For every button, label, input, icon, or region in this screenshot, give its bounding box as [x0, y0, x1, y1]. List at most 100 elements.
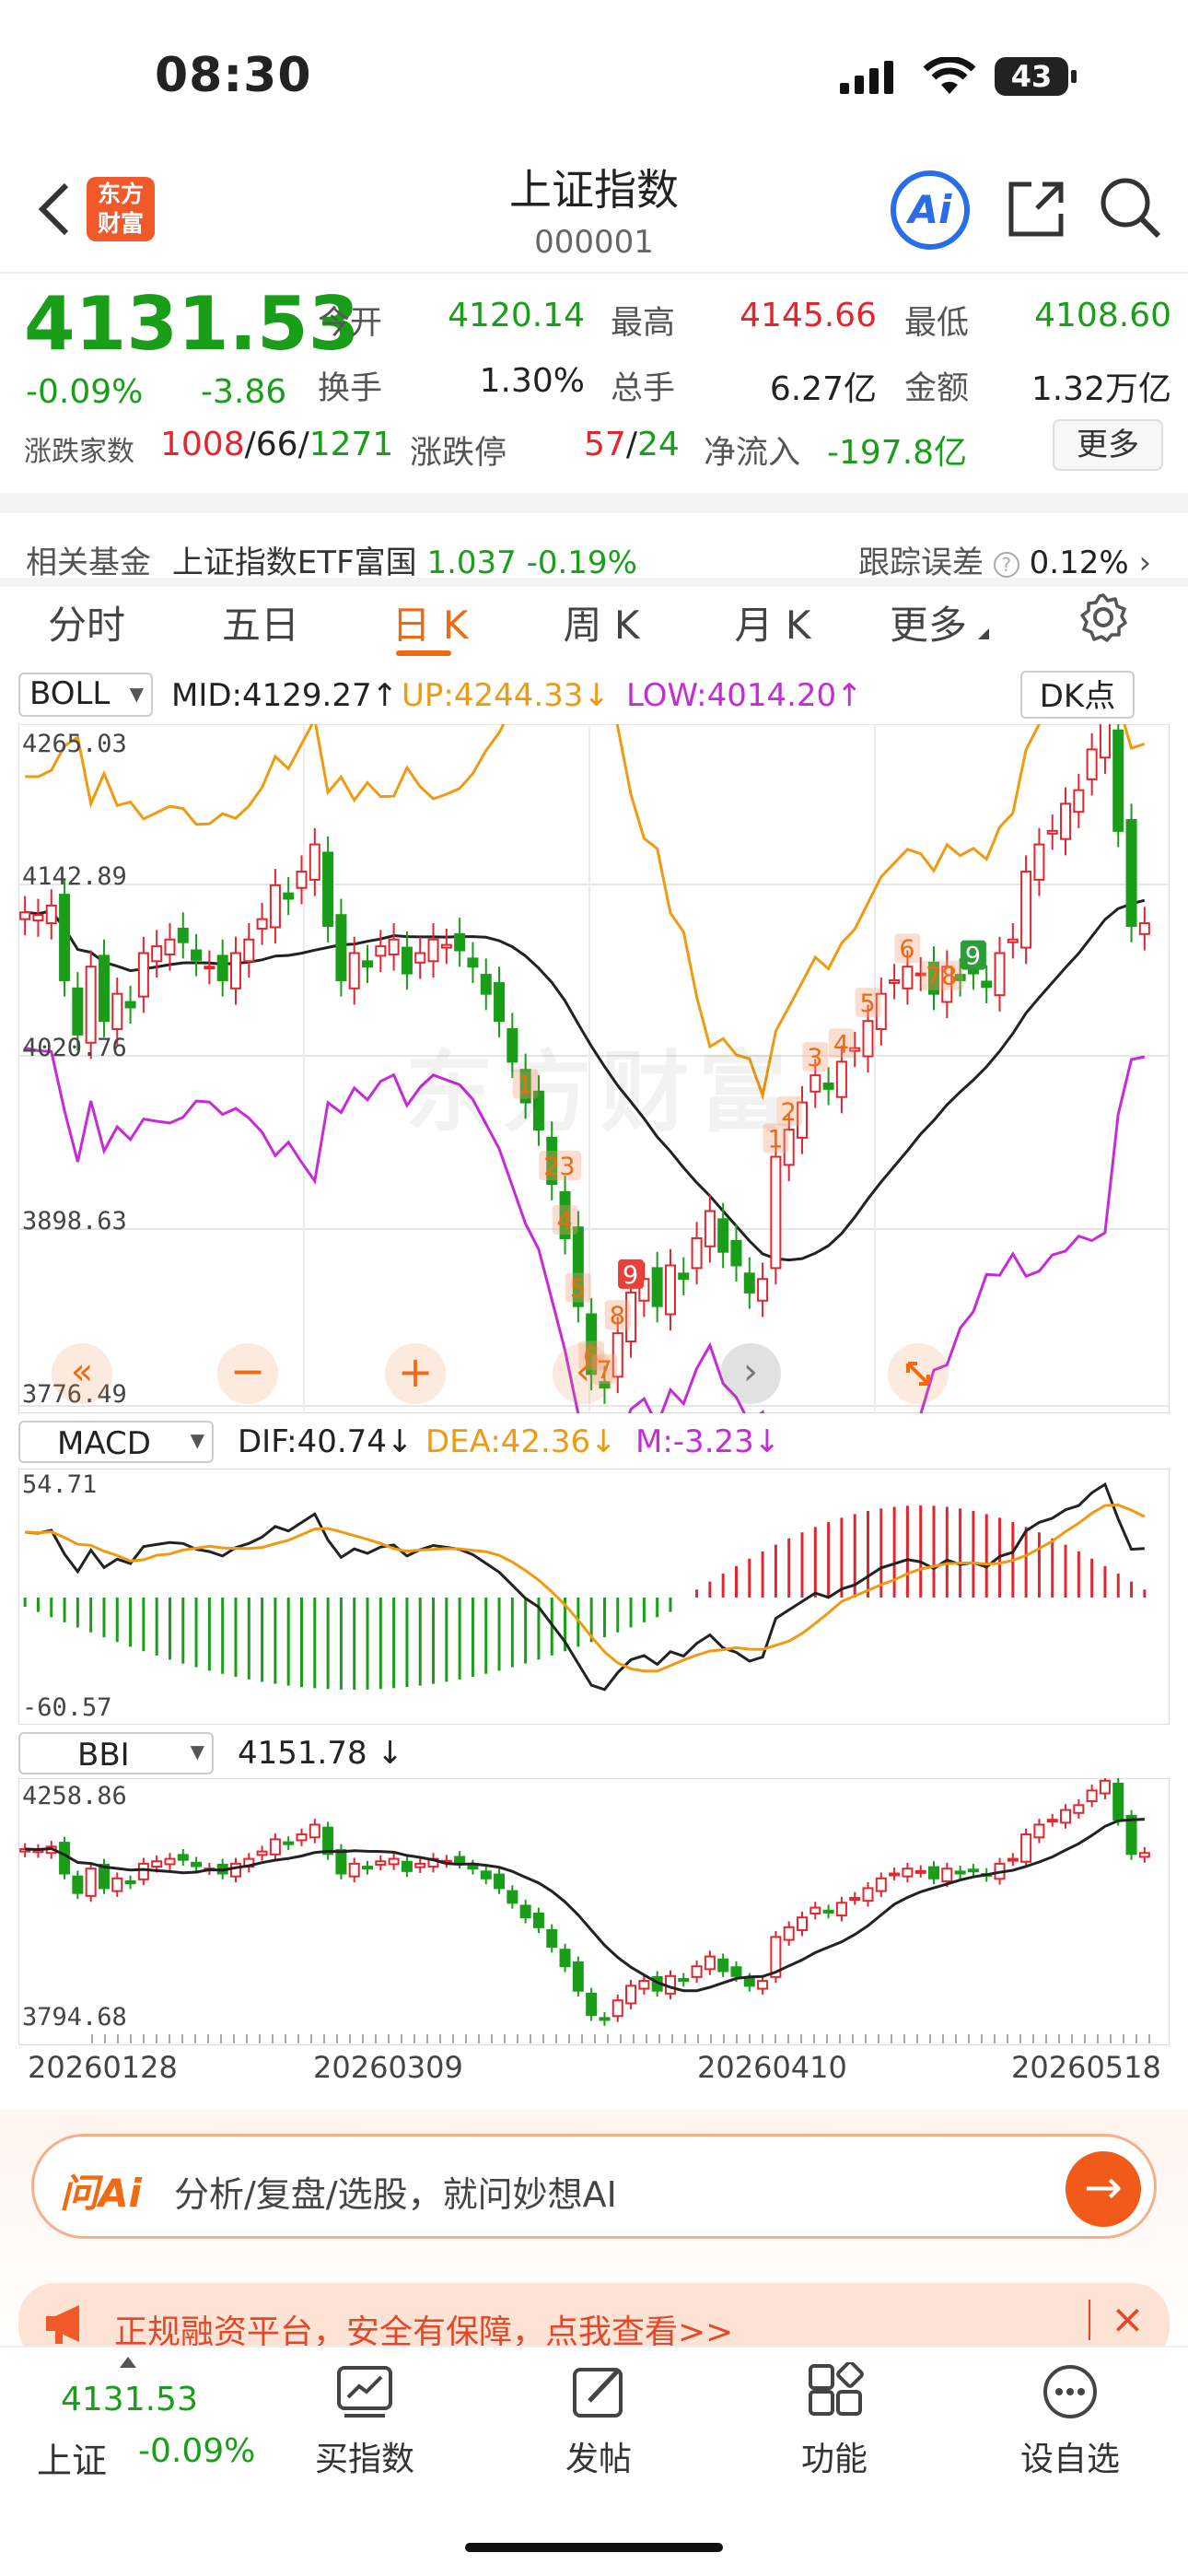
sequence-marker-label: 4	[557, 1207, 573, 1235]
bbi-chart[interactable]	[17, 1774, 1171, 2046]
tab-monthly-k[interactable]: 月 K	[734, 603, 811, 648]
wifi-icon	[921, 55, 978, 101]
fullscreen-button[interactable]	[888, 1343, 949, 1404]
candle-down	[191, 949, 203, 961]
chevron-right-icon: ›	[1138, 544, 1152, 581]
candle-up	[85, 966, 97, 1044]
candle-up	[414, 1862, 426, 1868]
share-icon[interactable]	[1004, 177, 1068, 245]
candle-up	[835, 1060, 847, 1098]
candle-up	[704, 1210, 716, 1247]
related-fund-row[interactable]: 相关基金 上证指数ETF富国 1.037 -0.19%	[26, 537, 637, 582]
zoom-in-button[interactable]: +	[385, 1343, 446, 1404]
candle-up	[427, 938, 439, 963]
candle-down	[283, 892, 295, 900]
indicator-select-bbi[interactable]: BBI ▼	[18, 1732, 214, 1774]
macd-y-min: -60.57	[22, 1693, 112, 1722]
candle-down	[335, 1849, 347, 1875]
macd-dea-value: DEA:42.36	[425, 1423, 591, 1460]
netflow-value: -197.8亿	[827, 434, 968, 472]
nav-index-name[interactable]: 上证	[37, 2441, 108, 2481]
candle-up	[902, 966, 914, 989]
buy-index-icon[interactable]	[335, 2364, 394, 2423]
candle-up	[691, 1965, 703, 1978]
tab-weekly-k[interactable]: 周 K	[563, 603, 640, 648]
scroll-right-button[interactable]: ›	[720, 1343, 781, 1404]
app-logo: 东方 财富	[87, 177, 155, 241]
candle-up	[770, 1936, 782, 1978]
candle-up	[375, 945, 387, 957]
tab-daily-k[interactable]: 日 K	[391, 603, 469, 648]
zoom-out-button[interactable]: −	[217, 1343, 278, 1404]
macd-chart[interactable]	[17, 1468, 1171, 1726]
nav-post[interactable]: 发帖	[565, 2441, 632, 2478]
ai-button[interactable]: Ai	[891, 170, 970, 250]
candle-down	[743, 1272, 755, 1294]
nav-features[interactable]: 功能	[800, 2441, 868, 2478]
features-icon[interactable]	[807, 2360, 864, 2423]
back-icon[interactable]	[35, 180, 72, 242]
macd-chart-canvas[interactable]	[17, 1468, 1171, 1726]
close-icon[interactable]: ×	[1111, 2296, 1145, 2343]
bbi-chart-canvas[interactable]	[17, 1774, 1171, 2046]
ai-send-button[interactable]: →	[1066, 2151, 1141, 2227]
candle-up	[164, 938, 176, 955]
boll-up: UP:4244.33↓	[402, 677, 610, 714]
nav-index-change[interactable]: -0.09%	[138, 2432, 256, 2470]
candle-down	[507, 1890, 518, 1904]
caret-down-icon	[978, 628, 989, 639]
candle-down	[730, 1239, 742, 1267]
candle-down	[59, 894, 71, 981]
candle-up	[1007, 938, 1019, 943]
candle-down	[494, 1873, 506, 1890]
post-icon[interactable]	[571, 2364, 628, 2423]
tab-five-day[interactable]: 五日	[221, 603, 299, 648]
indicator-name: BOLL	[29, 675, 111, 712]
tracking-error[interactable]: 跟踪误差 ? 0.12% ›	[858, 537, 1151, 582]
sequence-marker-bg	[512, 1069, 539, 1099]
candle-up	[414, 952, 426, 964]
candle-down	[283, 1841, 295, 1845]
main-chart[interactable]: 1 23 4 5 6 7 8 9 1 2 3 4 5 6 78 9	[17, 602, 1171, 1551]
more-button[interactable]: 更多	[1053, 419, 1163, 471]
scroll-left-button[interactable]: ‹	[553, 1343, 613, 1404]
nav-add-watchlist[interactable]: 设自选	[1019, 2441, 1120, 2478]
candle-up	[638, 1980, 650, 1990]
sequence-marker-label: 2	[781, 1098, 797, 1127]
candle-up	[256, 918, 268, 930]
indicator-select-macd[interactable]: MACD ▼	[18, 1421, 214, 1463]
scroll-left-fast-button[interactable]: «	[52, 1343, 112, 1404]
candle-down	[401, 1860, 413, 1872]
candle-up	[348, 952, 360, 989]
settings-gear-icon[interactable]	[1077, 591, 1129, 647]
sequence-marker-label: 1	[518, 1071, 533, 1100]
candle-down	[678, 1977, 690, 1983]
candle-down	[98, 954, 110, 1023]
add-watchlist-icon[interactable]	[1041, 2362, 1100, 2425]
candle-up	[1060, 802, 1072, 840]
nav-index-price[interactable]: 4131.53	[61, 2381, 198, 2418]
candle-up	[19, 911, 31, 920]
nav-buy-index[interactable]: 买指数	[314, 2441, 414, 2478]
search-icon[interactable]	[1098, 175, 1164, 245]
ai-ask-bar[interactable]: 问Ai 分析/复盘/选股，就问妙想AI →	[31, 2134, 1157, 2239]
candle-up	[849, 1047, 861, 1052]
boll-mid-line	[25, 898, 1146, 1262]
boll-low-value: LOW:4014.20	[626, 677, 837, 714]
sequence-marker-label: 6	[583, 1342, 599, 1371]
candle-up	[388, 1857, 400, 1866]
tab-intraday[interactable]: 分时	[47, 603, 125, 648]
battery-icon: 43	[995, 57, 1068, 96]
sequence-marker-bg	[960, 940, 986, 970]
indicator-name: MACD	[57, 1425, 151, 1462]
ai-ask-placeholder[interactable]: 分析/复盘/选股，就问妙想AI	[174, 2174, 617, 2215]
candle-down	[928, 1866, 940, 1879]
netflow-label: 净流入	[704, 435, 801, 472]
dk-point-button[interactable]: DK点	[1020, 671, 1135, 719]
tab-more[interactable]: 更多	[889, 603, 967, 648]
fund-label: 相关基金	[26, 544, 151, 581]
indicator-select-boll[interactable]: BOLL ▼	[18, 673, 153, 717]
candle-down	[335, 914, 347, 981]
candle-up	[611, 1999, 623, 2018]
